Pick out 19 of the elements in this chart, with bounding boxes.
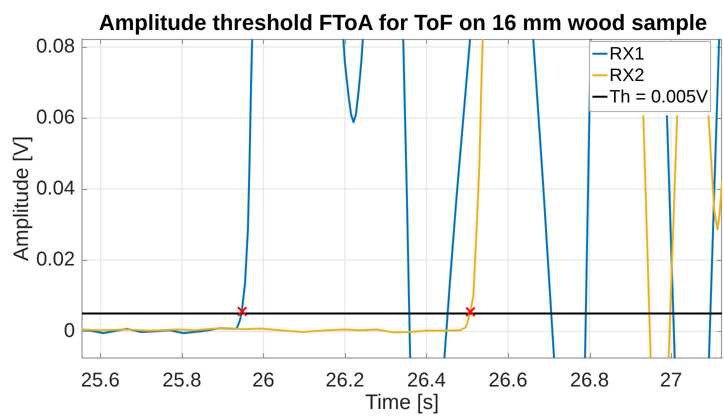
y-tick-label: 0 (64, 320, 75, 342)
x-tick-label: 26.4 (406, 370, 446, 392)
x-tick-label: 26.2 (325, 370, 364, 392)
x-tick-label: 25.6 (80, 370, 120, 392)
x-axis-title: Time [s] (365, 390, 439, 414)
x-tick-label: 26 (252, 370, 275, 392)
x-tick-label: 26.8 (570, 370, 609, 392)
y-tick-label: 0.08 (36, 35, 75, 58)
y-tick-label: 0.06 (36, 106, 75, 128)
legend-label: RX2 (609, 65, 644, 86)
y-tick-label: 0.02 (36, 248, 75, 271)
chart-title: Amplitude threshold FToA for ToF on 16 mm wood sample (98, 10, 708, 35)
y-axis-title: Amplitude [V] (10, 136, 33, 261)
series-label: RX1 (609, 44, 644, 64)
legend-label: Th = 0.005V (609, 86, 708, 107)
y-tick-label: 0.04 (36, 178, 75, 200)
x-tick-label: 26.6 (488, 370, 528, 392)
x-tick-label: 25.8 (162, 370, 202, 392)
x-tick-label: 27 (660, 370, 682, 392)
